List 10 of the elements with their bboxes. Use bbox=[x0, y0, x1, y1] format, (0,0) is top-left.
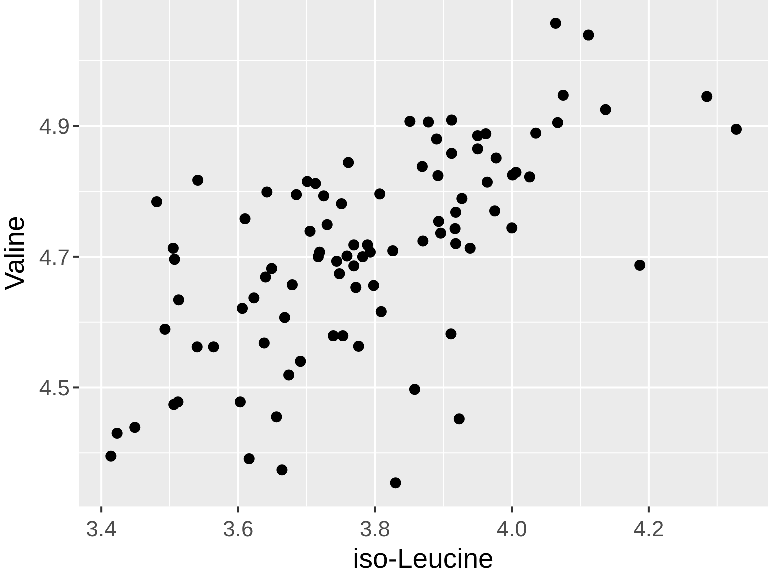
x-tick-label: 4.0 bbox=[496, 516, 528, 542]
y-tick-label: 4.9 bbox=[39, 114, 70, 140]
x-tick-label: 3.4 bbox=[86, 516, 117, 542]
x-tick-label: 4.2 bbox=[634, 516, 664, 542]
y-tick-label: 4.7 bbox=[39, 244, 70, 270]
x-axis-title: iso-Leucine bbox=[353, 543, 494, 574]
y-tick-label: 4.5 bbox=[39, 376, 70, 401]
x-tick-label: 3.8 bbox=[360, 516, 391, 542]
x-tick-label: 3.6 bbox=[223, 516, 254, 542]
y-axis-title: Valine bbox=[0, 216, 30, 291]
